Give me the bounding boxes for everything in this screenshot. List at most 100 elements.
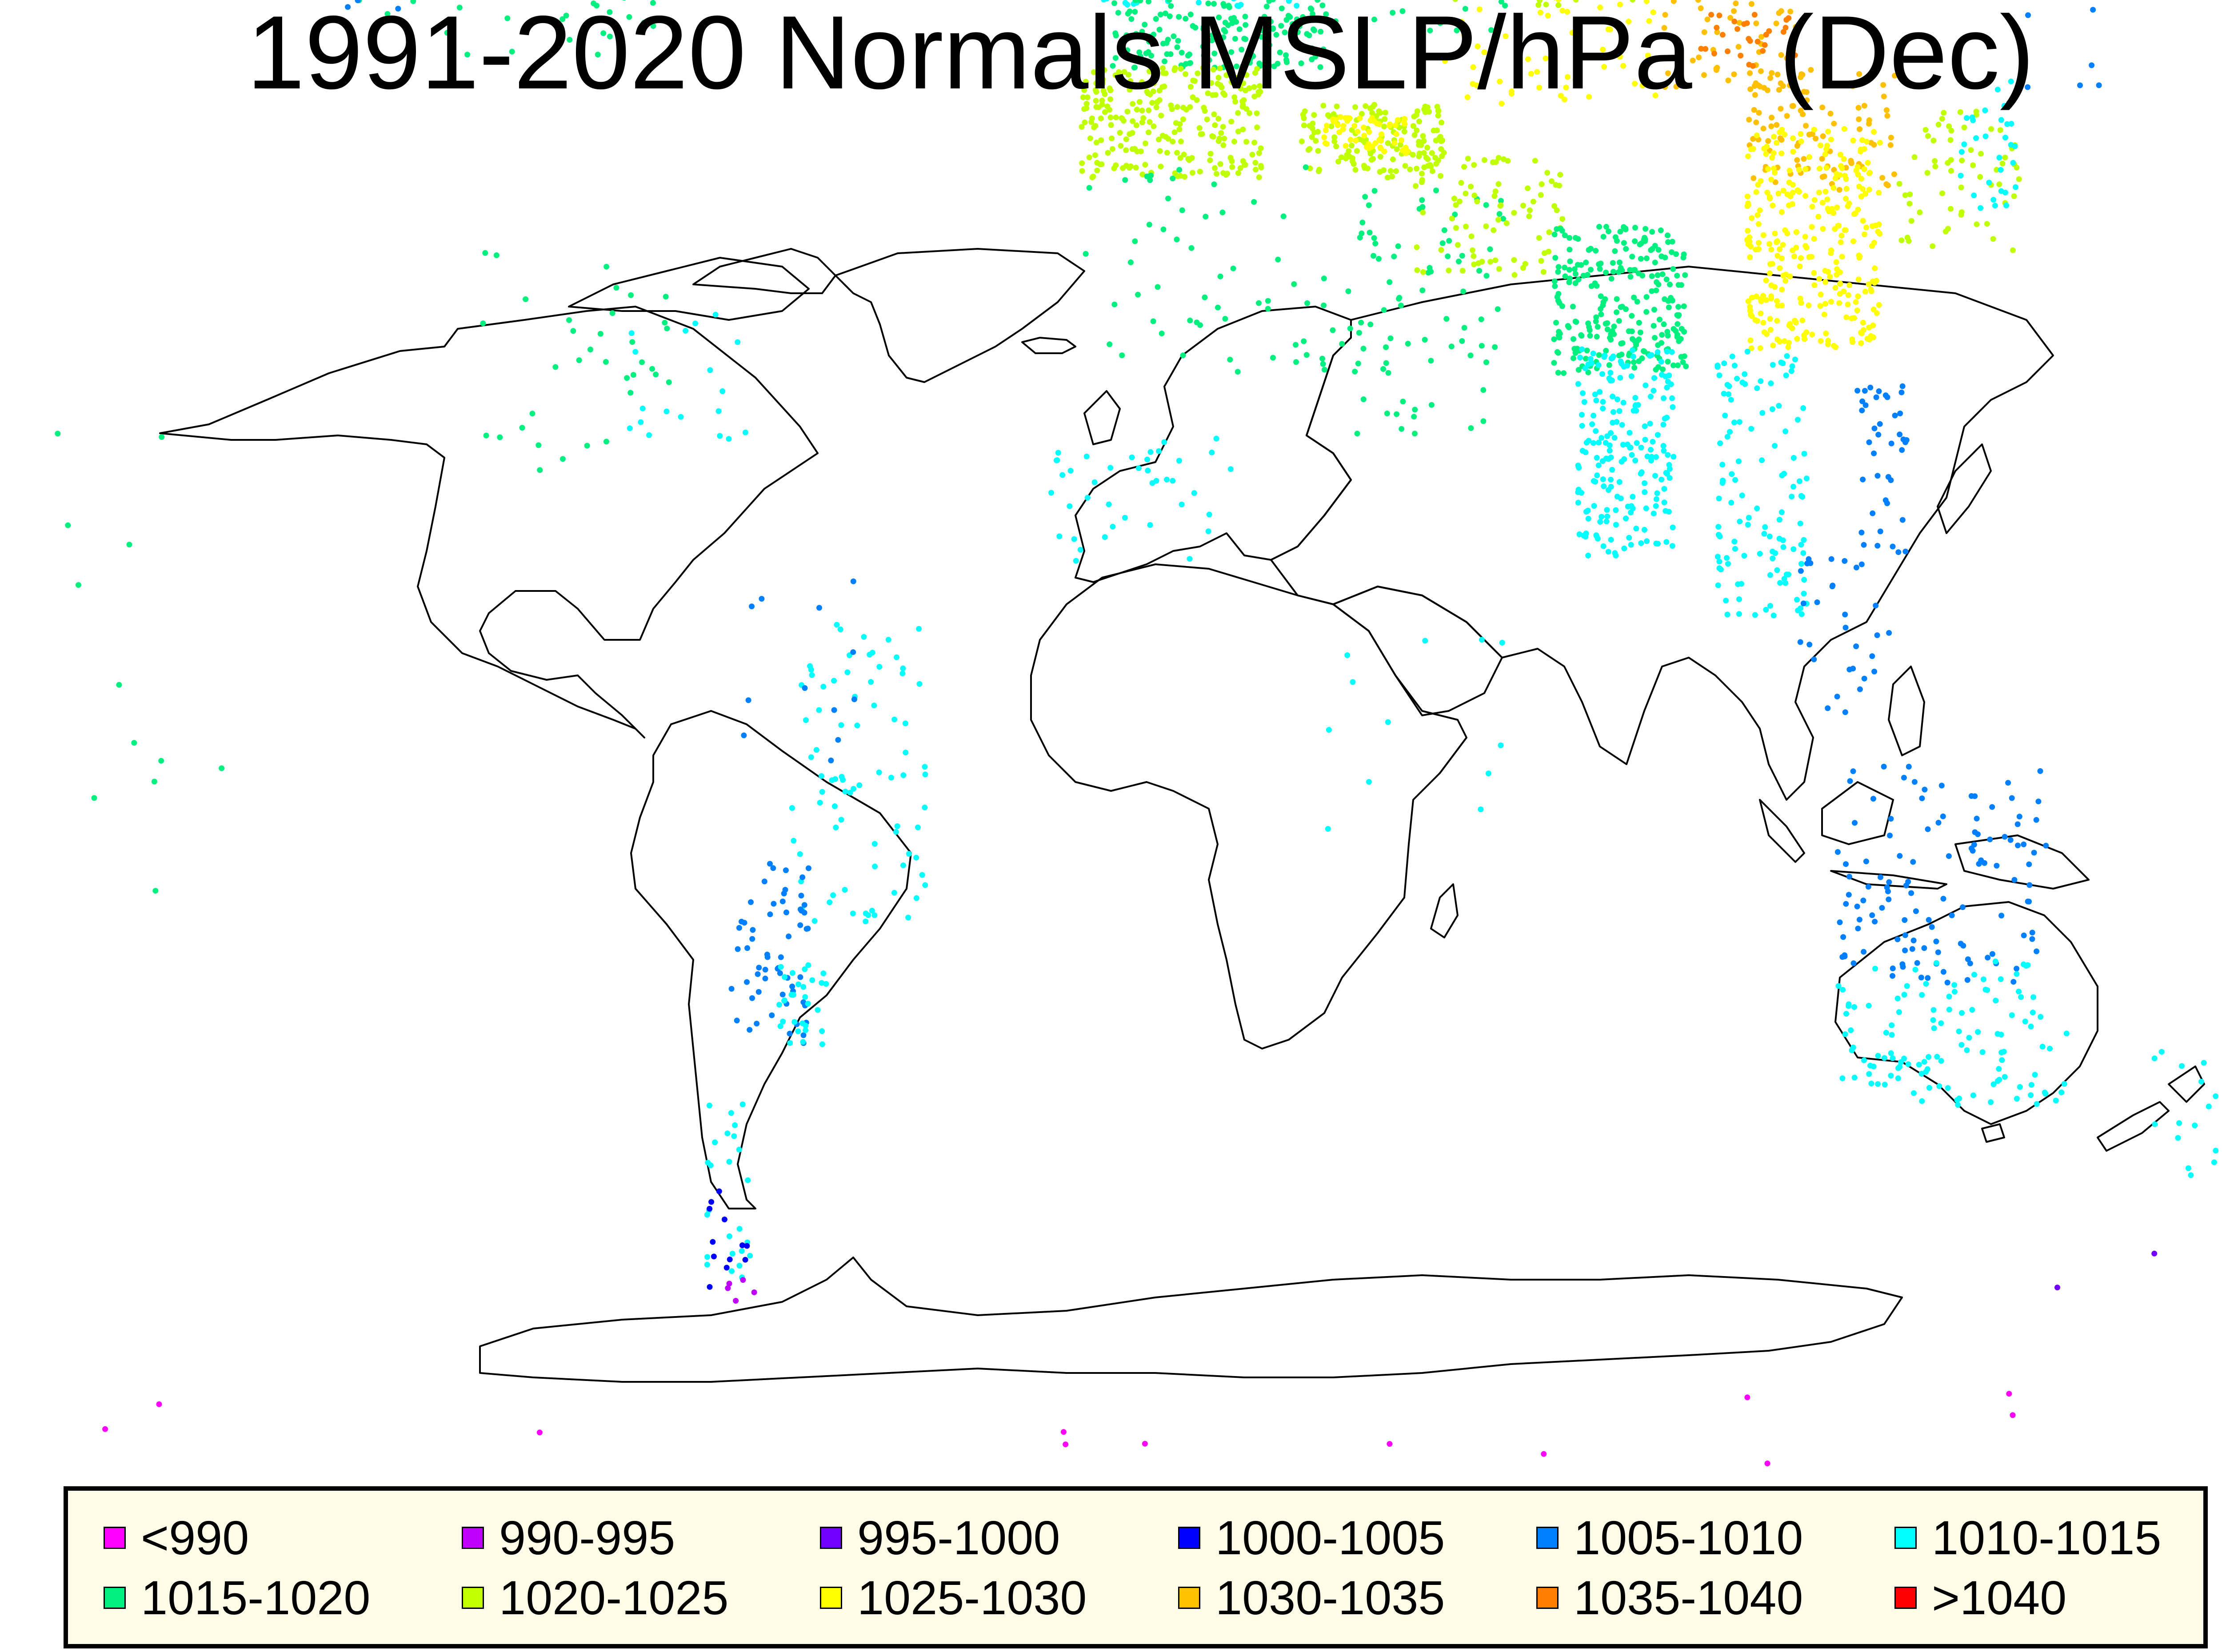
- station-dot: [1597, 389, 1603, 395]
- station-dot: [1597, 4, 1603, 11]
- station-dot: [1837, 281, 1843, 287]
- station-dot: [1371, 235, 1377, 241]
- station-dot: [1140, 115, 1147, 121]
- station-dot: [1782, 428, 1789, 435]
- station-dot: [1770, 555, 1776, 562]
- station-dot: [1392, 122, 1399, 128]
- station-dot: [1911, 154, 1918, 160]
- station-dot: [755, 989, 762, 995]
- station-dot: [1843, 861, 1849, 867]
- station-dot: [1358, 319, 1364, 326]
- antarctica-outline: [479, 1257, 1903, 1383]
- station-dot: [1630, 494, 1636, 500]
- station-dot: [2028, 1092, 2034, 1098]
- station-dot: [837, 626, 843, 632]
- station-dot: [1866, 170, 1872, 176]
- station-dot: [782, 887, 788, 893]
- station-dot: [1802, 243, 1809, 249]
- station-dot: [1561, 96, 1567, 103]
- station-dot: [1611, 323, 1617, 330]
- station-dot: [1377, 110, 1383, 116]
- station-dot: [1567, 258, 1573, 264]
- station-dot: [1848, 315, 1854, 321]
- station-dot: [707, 1284, 713, 1290]
- station-dot: [1809, 224, 1815, 230]
- station-dot: [1827, 274, 1833, 280]
- station-dot: [1871, 142, 1877, 148]
- station-dot: [1526, 213, 1532, 219]
- station-dot: [1599, 514, 1605, 520]
- station-dot: [1741, 21, 1747, 27]
- station-dot: [1970, 848, 1976, 854]
- station-dot: [1742, 381, 1748, 387]
- station-dot: [1650, 439, 1656, 445]
- station-dot: [2018, 994, 2024, 1000]
- station-dot: [1100, 76, 1106, 83]
- station-dot: [2008, 121, 2014, 127]
- station-dot: [1989, 804, 1995, 810]
- station-dot: [1459, 267, 1466, 274]
- station-dot: [566, 317, 572, 323]
- station-dot: [1786, 339, 1792, 346]
- station-dot: [1990, 197, 1997, 203]
- station-dot: [1311, 112, 1317, 118]
- station-dot: [1093, 98, 1099, 104]
- station-dot: [1726, 429, 1733, 435]
- station-dot: [1478, 316, 1484, 323]
- station-dot: [1961, 141, 1967, 148]
- station-dot: [1210, 67, 1216, 72]
- station-dot: [729, 1268, 735, 1274]
- station-dot: [1604, 326, 1611, 332]
- station-dot: [1350, 679, 1356, 685]
- station-dot: [1203, 214, 1209, 219]
- station-dot: [1293, 342, 1299, 348]
- station-dot: [1777, 135, 1783, 141]
- station-dot: [1603, 347, 1609, 354]
- station-dot: [1901, 1055, 1907, 1061]
- station-dot: [1760, 319, 1766, 326]
- station-dot: [1779, 472, 1785, 479]
- station-dot: [816, 605, 822, 611]
- station-dot: [1855, 172, 1861, 178]
- station-dot: [1774, 122, 1780, 128]
- station-dot: [1741, 553, 1747, 559]
- station-dot: [1804, 97, 1810, 103]
- station-dot: [1352, 104, 1358, 110]
- station-dot: [1492, 257, 1499, 263]
- station-dot: [1757, 345, 1763, 351]
- station-dot: [1744, 348, 1750, 355]
- station-dot: [1925, 133, 1931, 139]
- station-dot: [1828, 136, 1834, 143]
- station-dot: [91, 795, 97, 801]
- station-dot: [1835, 223, 1841, 229]
- station-dot: [782, 974, 787, 980]
- java-outline: [1830, 870, 1947, 890]
- station-dot: [1142, 21, 1148, 28]
- station-dot: [504, 15, 511, 21]
- station-dot: [1083, 251, 1089, 257]
- station-dot: [811, 918, 818, 924]
- station-dot: [1498, 202, 1504, 208]
- station-dot: [1367, 105, 1373, 112]
- station-dot: [1604, 433, 1611, 439]
- station-dot: [1907, 191, 1913, 197]
- station-dot: [1498, 0, 1504, 5]
- station-dot: [739, 1248, 745, 1254]
- station-dot: [1747, 337, 1754, 343]
- station-dot: [1120, 118, 1127, 124]
- station-dot: [1122, 515, 1128, 521]
- station-dot: [2014, 821, 2021, 827]
- station-dot: [1819, 156, 1825, 162]
- station-dot: [2176, 1120, 2182, 1126]
- station-dot: [1465, 156, 1471, 162]
- station-dot: [797, 906, 803, 913]
- station-dot: [219, 765, 225, 771]
- station-dot: [1897, 431, 1903, 438]
- station-dot: [1796, 188, 1802, 195]
- station-dot: [1758, 296, 1764, 302]
- station-dot: [1637, 329, 1643, 335]
- station-dot: [710, 1239, 716, 1245]
- station-dot: [2007, 837, 2014, 843]
- station-dot: [1156, 448, 1162, 454]
- station-dot: [1990, 236, 1996, 242]
